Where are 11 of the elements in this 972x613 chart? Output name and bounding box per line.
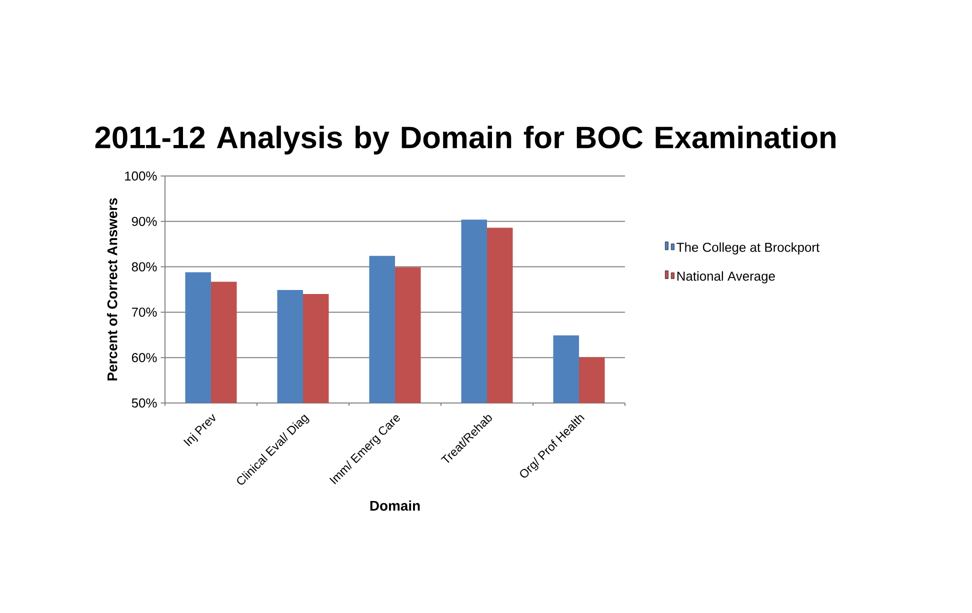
y-tick-label: 60% <box>132 353 157 362</box>
legend-label: National Average <box>677 271 775 284</box>
y-tick-label: 50% <box>132 398 157 408</box>
x-axis-title: Domain <box>370 500 420 511</box>
y-axis-title: Percent of Correct Answers <box>107 198 118 380</box>
y-tick-label: 100% <box>125 171 157 181</box>
y-tick-label: 70% <box>132 308 157 317</box>
legend-label: The College at Brockport <box>676 242 820 254</box>
chart-title: 2011-12 Analysis by Domain for BOC Examination <box>95 126 836 155</box>
y-tick-label: 80% <box>132 262 157 272</box>
y-tick-label: 90% <box>132 216 157 226</box>
